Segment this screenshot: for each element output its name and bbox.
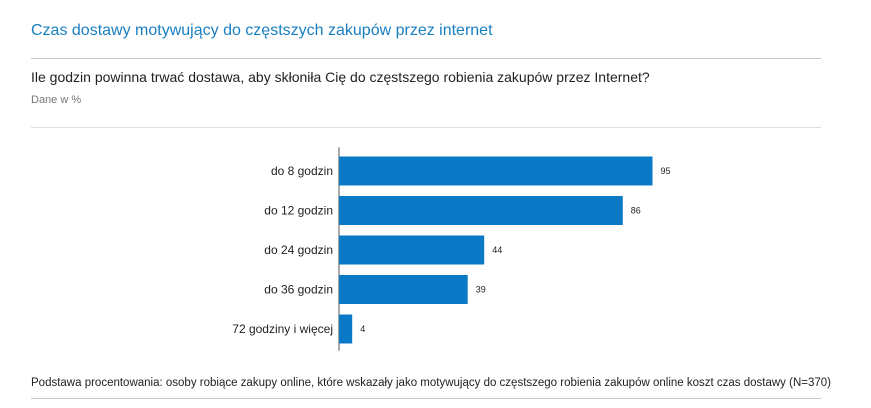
value-label-3: 44 bbox=[492, 245, 502, 255]
bar-5 bbox=[339, 314, 353, 344]
bar-4 bbox=[339, 275, 468, 304]
bar-2 bbox=[339, 196, 623, 225]
bars-group: do 8 godzin 95 do 12 godzin 86 do 24 godzin 4… bbox=[232, 156, 671, 344]
bar-1 bbox=[339, 156, 653, 186]
value-label-5: 4 bbox=[360, 324, 365, 334]
header-divider bbox=[31, 127, 821, 128]
category-label-2: do 12 godzin bbox=[264, 204, 333, 218]
category-label-3: do 24 godzin bbox=[264, 243, 333, 257]
page-title: Czas dostawy motywujący do częstszych za… bbox=[31, 22, 493, 39]
category-label-1: do 8 godzin bbox=[271, 164, 333, 178]
category-label-5: 72 godziny i więcej bbox=[232, 322, 333, 336]
value-label-4: 39 bbox=[476, 285, 486, 295]
value-label-2: 86 bbox=[631, 206, 641, 216]
title-divider bbox=[31, 58, 821, 59]
unit-note: Dane w % bbox=[31, 94, 82, 106]
category-label-4: do 36 godzin bbox=[264, 283, 333, 297]
question-text: Ile godzin powinna trwać dostawa, aby sk… bbox=[31, 69, 650, 85]
bar-3 bbox=[339, 235, 485, 265]
base-footnote: Podstawa procentowania: osoby robiące za… bbox=[31, 377, 831, 389]
footer-divider bbox=[31, 398, 821, 399]
value-label-1: 95 bbox=[661, 166, 671, 176]
